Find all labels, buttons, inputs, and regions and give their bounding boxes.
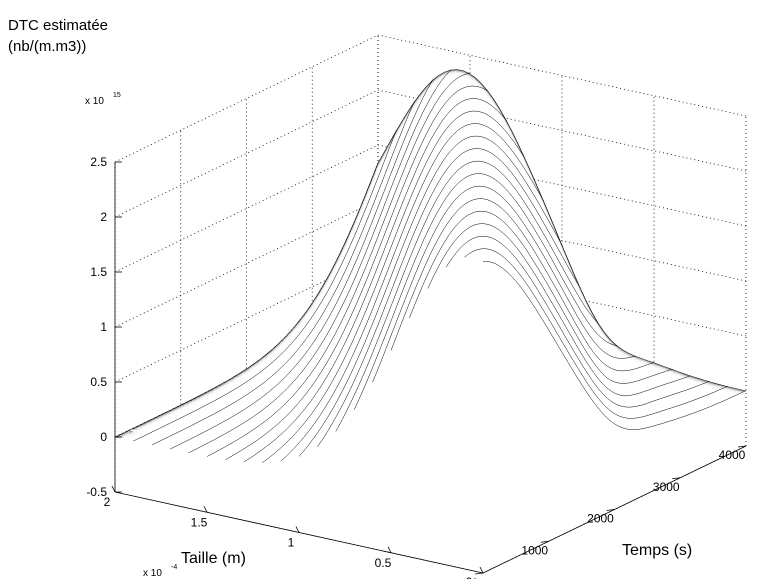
- z-tick-label: 2: [100, 210, 107, 224]
- z-tick-label: 1: [100, 320, 107, 334]
- y-tick-label: 3000: [653, 480, 680, 494]
- surface-size-slice: [464, 248, 728, 419]
- surface-size-slice: [390, 198, 655, 372]
- y-tick-label: 1000: [521, 543, 548, 557]
- y-tick-mark: [606, 509, 615, 511]
- x-tick-label: 2: [104, 495, 111, 509]
- z-tick-label: -0.5: [86, 485, 107, 499]
- surface-size-slice: [243, 98, 507, 463]
- axes-frame: [111, 161, 747, 575]
- z-axis-label-line1: DTC estimatée: [8, 17, 108, 34]
- surface-size-slice: [114, 162, 379, 438]
- surface-size-slice: [225, 85, 489, 460]
- grid-line-side-z: [377, 199, 747, 282]
- surface-size-slice: [206, 73, 471, 457]
- x-axis-label: Taille (m): [181, 550, 246, 567]
- x-tick-mark: [479, 566, 484, 574]
- surface-size-slice: [335, 160, 599, 432]
- grid-line-back-z: [114, 89, 379, 218]
- y-tick-label: 0: [466, 575, 473, 579]
- x-tick-mark: [203, 506, 208, 513]
- z-tick-label: 1.5: [90, 265, 107, 279]
- grid-line-back-z: [114, 144, 379, 273]
- grid-line-back-z: [114, 199, 379, 328]
- surface-mesh: [114, 69, 747, 573]
- x-tick-mark: [387, 546, 392, 553]
- grid-line-back-z: [114, 34, 379, 163]
- y-tick-mark: [540, 540, 549, 543]
- x-tick-label: 0.5: [375, 556, 392, 570]
- z-tick-label: 0.5: [90, 375, 107, 389]
- surface-size-slice: [151, 100, 416, 446]
- surface-size-slice: [353, 173, 618, 410]
- surface-time-slice-fill: [377, 69, 746, 447]
- tick-labels: 2 1.5 1 0.5 0 4000 3000 2000 1000 0 -0.5 0 0.5 1 1.5 2 2…: [86, 155, 745, 579]
- surface-size-slice: [188, 69, 452, 454]
- x-multiplier-exponent: -4: [171, 564, 177, 571]
- x-tick-label: 1.5: [191, 515, 208, 529]
- grid-line-back-z: [114, 254, 379, 383]
- z-axis-label-line2: (nb/(m.m3)): [8, 38, 86, 55]
- grid-line-side-z: [377, 144, 747, 227]
- surface-size-slice: [280, 123, 544, 462]
- surface-size-slice: [133, 130, 397, 442]
- grid-line-side-z: [377, 34, 747, 117]
- z-tick-label: 2.5: [90, 155, 107, 169]
- y-tick-mark: [737, 445, 747, 448]
- surface-size-slice: [317, 148, 581, 447]
- y-tick-mark: [672, 477, 681, 480]
- z-multiplier-base: x 10: [85, 96, 104, 107]
- grid-line-side-z: [377, 89, 747, 172]
- surface-size-slice: [262, 110, 526, 464]
- z-multiplier-exponent: 15: [113, 92, 121, 99]
- surface-size-slice: [170, 79, 434, 450]
- surface-size-slice: [483, 261, 747, 430]
- y-tick-label: 4000: [719, 448, 746, 462]
- y-tick-label: 2000: [587, 512, 614, 526]
- x-tick-label: 0: [472, 576, 479, 579]
- surface-size-slice: [445, 235, 710, 408]
- x-multiplier-base: x 10: [143, 568, 162, 579]
- surface-size-slice: [427, 223, 691, 397]
- x-tick-label: 1: [288, 536, 295, 550]
- x-tick-mark: [295, 526, 300, 533]
- z-tick-label: 0: [100, 430, 107, 444]
- surface-size-slice: [298, 135, 563, 457]
- x-tick-mark: [111, 485, 116, 493]
- surface-size-slice: [372, 185, 636, 383]
- y-tick-mark: [474, 572, 484, 575]
- y-axis-label: Temps (s): [622, 542, 692, 559]
- surface-size-slice: [409, 210, 673, 384]
